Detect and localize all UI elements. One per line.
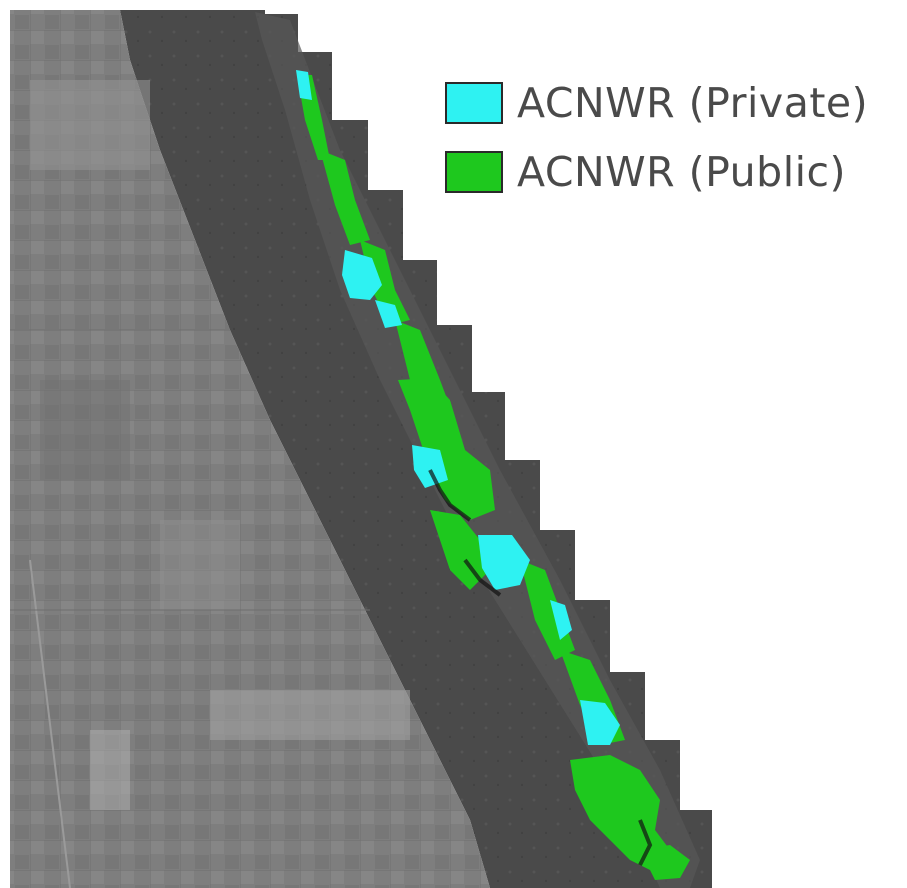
agricultural-land	[10, 10, 490, 888]
private-parcel	[375, 300, 402, 328]
parcel-shadow	[428, 469, 472, 522]
road	[29, 559, 71, 888]
legend-item-public: ACNWR (Public)	[445, 143, 900, 201]
public-swatch	[445, 151, 503, 193]
field-patch	[160, 520, 240, 610]
legend-item-private: ACNWR (Private)	[445, 74, 900, 132]
legend-label-public: ACNWR (Public)	[517, 147, 847, 196]
field-patch	[90, 730, 130, 810]
field-patch	[210, 690, 410, 740]
parcel-shadow	[463, 558, 502, 597]
field-patch	[30, 80, 150, 170]
map-legend: ACNWR (Private) ACNWR (Public)	[445, 74, 900, 212]
private-swatch	[445, 82, 503, 124]
field-patch	[40, 380, 130, 480]
parcel-shadow	[638, 819, 653, 866]
public-parcel	[320, 150, 370, 245]
public-parcel	[398, 378, 495, 520]
legend-label-private: ACNWR (Private)	[517, 78, 869, 127]
private-parcel	[412, 445, 448, 488]
private-parcel	[580, 700, 620, 745]
private-parcel	[342, 250, 382, 300]
private-parcel	[478, 535, 530, 590]
public-parcel	[570, 755, 670, 870]
private-parcel	[550, 600, 572, 640]
private-parcel	[296, 70, 312, 100]
private-refuge-parcels	[296, 70, 620, 745]
public-parcel	[640, 845, 690, 880]
